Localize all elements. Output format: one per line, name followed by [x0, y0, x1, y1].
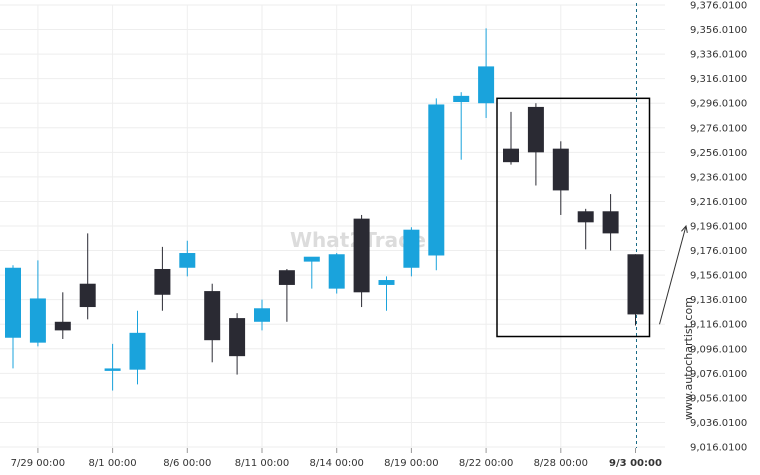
- candle: [428, 98, 445, 271]
- grid-lines: [0, 3, 665, 448]
- x-tick-label: 8/22 00:00: [459, 458, 513, 469]
- candle-body: [552, 148, 569, 191]
- y-tick-label: 9,156.0100: [690, 271, 747, 282]
- candle-body: [303, 256, 320, 262]
- candle: [79, 233, 96, 320]
- candle-body: [5, 267, 21, 338]
- candle: [154, 246, 171, 311]
- candle-body: [29, 298, 46, 343]
- candle-body: [378, 280, 395, 285]
- candle: [179, 240, 196, 277]
- x-tick-label: 8/14 00:00: [309, 458, 363, 469]
- candle-body: [179, 253, 196, 268]
- y-tick-label: 9,356.0100: [690, 25, 747, 36]
- vertical-watermark-label: www.autochartist.com: [682, 297, 695, 420]
- candle: [278, 268, 295, 322]
- candle: [104, 343, 121, 391]
- candle-body: [154, 268, 171, 295]
- candle: [328, 253, 345, 294]
- y-tick-label: 9,316.0100: [690, 74, 747, 85]
- y-tick-label: 9,016.0100: [690, 443, 747, 454]
- candle: [552, 141, 569, 215]
- candle-body: [204, 291, 221, 341]
- candle-body: [104, 368, 121, 371]
- candle: [403, 227, 420, 277]
- x-tick-label: 8/28 00:00: [534, 458, 588, 469]
- candle-body: [229, 318, 246, 357]
- candle: [478, 28, 495, 118]
- candle: [5, 265, 21, 369]
- x-tick-label: 9/3 00:00: [609, 458, 662, 469]
- y-tick-label: 9,276.0100: [690, 123, 747, 134]
- candle-body: [627, 254, 644, 315]
- candle: [527, 103, 544, 186]
- candle: [204, 283, 221, 363]
- candle: [627, 254, 644, 326]
- y-tick-label: 9,216.0100: [690, 197, 747, 208]
- candle-body: [453, 95, 470, 103]
- candle-body: [278, 270, 295, 285]
- candle-body: [602, 211, 619, 234]
- y-tick-label: 9,076.0100: [690, 369, 747, 380]
- candle: [602, 194, 619, 251]
- y-tick-label: 9,256.0100: [690, 148, 747, 159]
- candle-body: [79, 283, 96, 308]
- y-tick-label: 9,056.0100: [690, 393, 747, 404]
- y-tick-label: 9,176.0100: [690, 246, 747, 257]
- candle: [503, 111, 519, 165]
- x-tick-label: 8/19 00:00: [384, 458, 438, 469]
- candle: [378, 276, 395, 311]
- y-tick-label: 9,236.0100: [690, 172, 747, 183]
- candle: [453, 92, 470, 160]
- candle-body: [254, 308, 270, 322]
- candle-body: [428, 104, 445, 256]
- candle: [303, 256, 320, 289]
- candle-body: [527, 106, 544, 153]
- candle-body: [577, 211, 594, 223]
- y-tick-label: 9,376.0100: [690, 1, 747, 12]
- candle: [54, 292, 71, 339]
- x-tick-label: 8/6 00:00: [163, 458, 211, 469]
- candle-body: [54, 321, 71, 331]
- candle-body: [328, 254, 345, 289]
- candles-group: [5, 28, 644, 391]
- candle: [29, 260, 46, 347]
- x-tick-label: 8/1 00:00: [89, 458, 137, 469]
- candle-body: [353, 218, 370, 293]
- candle: [353, 214, 370, 308]
- pattern-highlight: [496, 97, 688, 338]
- candle-body: [129, 332, 146, 370]
- candle-body: [503, 148, 519, 163]
- x-tick-label: 7/29 00:00: [11, 458, 65, 469]
- candle: [577, 208, 594, 250]
- y-tick-label: 9,136.0100: [690, 295, 747, 306]
- y-tick-label: 9,036.0100: [690, 418, 747, 429]
- candle: [229, 313, 246, 375]
- candle: [254, 299, 270, 331]
- y-axis: 9,376.0100 9,356.0100 9,336.0100 9,316.0100…: [690, 1, 747, 454]
- candle-body: [478, 66, 495, 104]
- y-tick-label: 9,116.0100: [690, 320, 747, 331]
- pattern-box: [496, 97, 651, 338]
- y-tick-label: 9,196.0100: [690, 222, 747, 233]
- y-tick-label: 9,336.0100: [690, 50, 747, 61]
- candle: [129, 310, 146, 385]
- x-axis: 7/29 00:00 8/1 00:00 8/6 00:00 8/11 00:00 8/…: [11, 448, 662, 469]
- y-tick-label: 9,296.0100: [690, 99, 747, 110]
- projection-arrow-head: [681, 224, 688, 233]
- candle-body: [403, 229, 420, 268]
- y-tick-label: 9,096.0100: [690, 344, 747, 355]
- projection-arrow-line: [659, 225, 687, 325]
- x-tick-label: 8/11 00:00: [235, 458, 289, 469]
